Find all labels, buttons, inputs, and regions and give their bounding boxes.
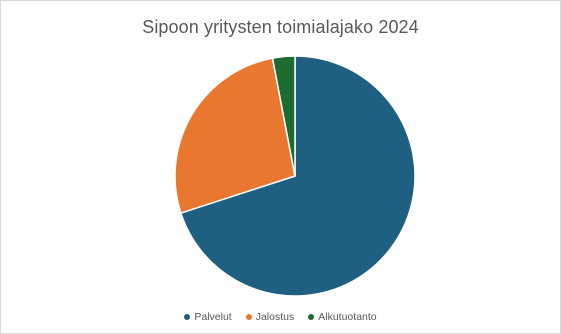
chart-legend: Palvelut Jalostus Alkutuotanto: [1, 311, 560, 323]
legend-label-alkutuotanto: Alkutuotanto: [318, 311, 377, 323]
legend-swatch-palvelut: [184, 314, 191, 320]
legend-item-palvelut: Palvelut: [184, 311, 232, 323]
pie-slice-alkutuotanto: [271, 55, 296, 177]
legend-swatch-alkutuotanto: [308, 314, 315, 320]
legend-item-alkutuotanto: Alkutuotanto: [308, 311, 377, 323]
legend-label-jalostus: Jalostus: [255, 311, 295, 323]
pie-slice-palvelut: [180, 55, 416, 297]
pie-slice-jalostus: [174, 57, 296, 214]
legend-label-palvelut: Palvelut: [194, 311, 232, 323]
legend-item-jalostus: Jalostus: [245, 311, 295, 323]
legend-swatch-jalostus: [245, 314, 252, 320]
chart-title: Sipoon yritysten toimialajako 2024: [142, 17, 419, 37]
